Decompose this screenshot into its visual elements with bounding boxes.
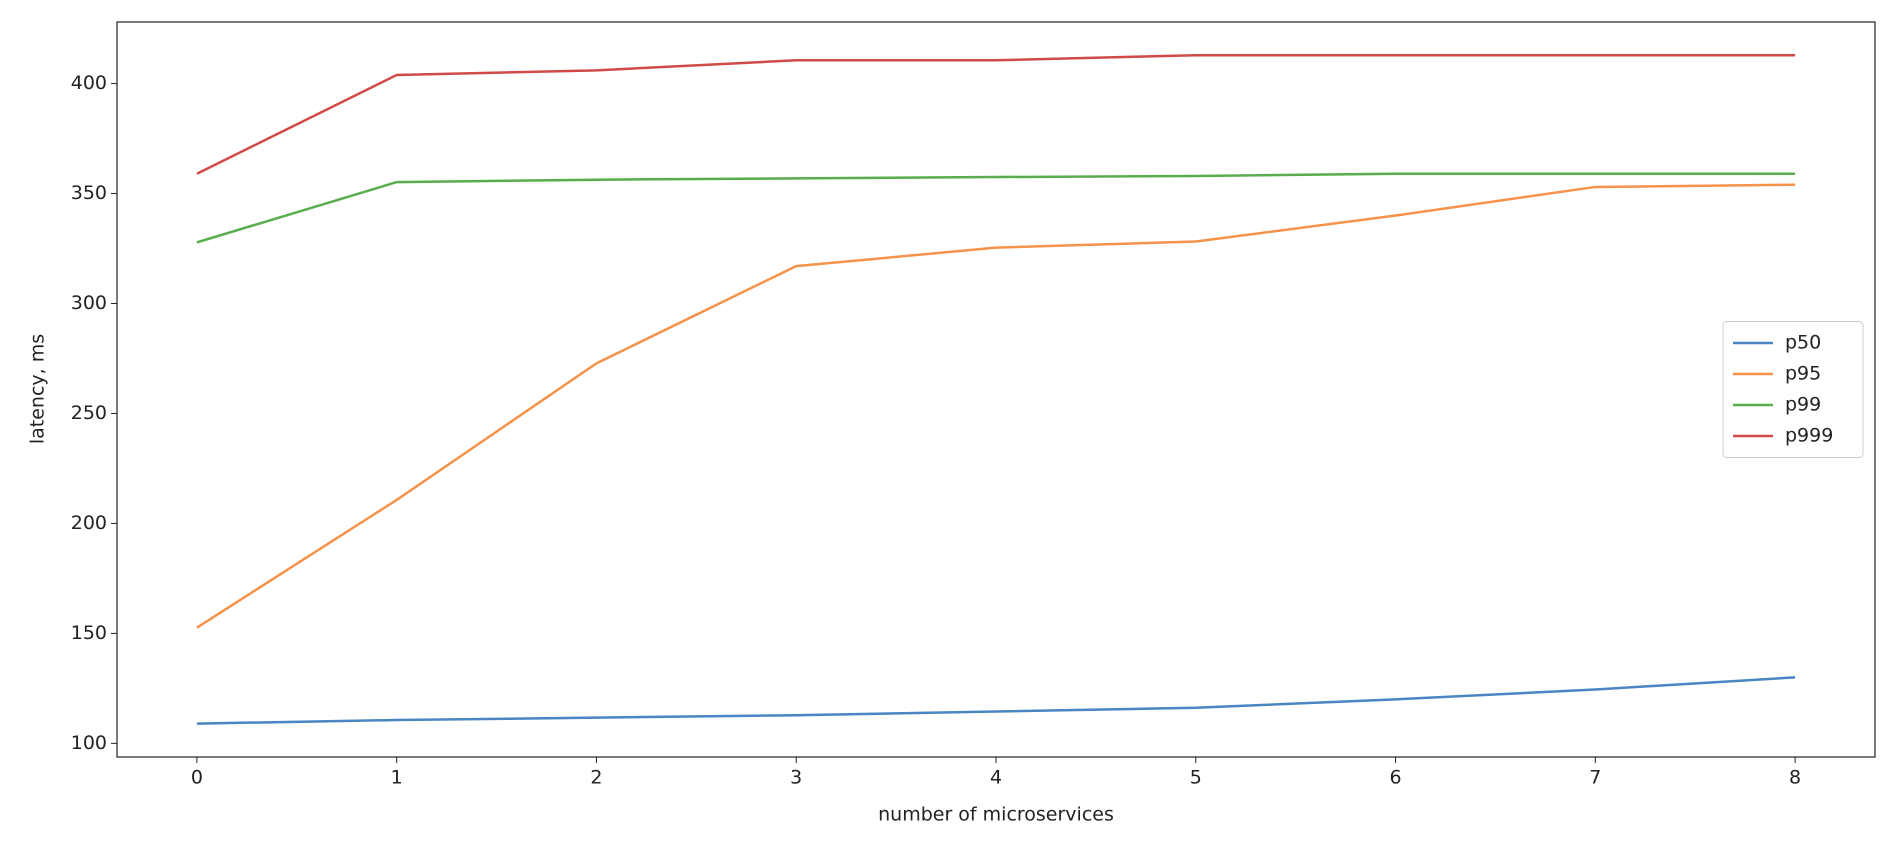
x-tick-label: 6	[1389, 767, 1401, 789]
x-tick-label: 3	[790, 767, 802, 789]
x-tick-label: 7	[1589, 767, 1601, 789]
x-tick-label: 4	[990, 767, 1002, 789]
plot-frame	[116, 21, 1876, 758]
x-tick-label: 5	[1190, 767, 1202, 789]
series-line	[196, 172, 1796, 244]
series-line	[196, 676, 1796, 725]
legend-label: p999	[1785, 425, 1833, 447]
x-tick-label: 2	[590, 767, 602, 789]
x-tick-label: 1	[391, 767, 403, 789]
y-tick-label: 150	[71, 622, 107, 644]
y-axis-label: latency, ms	[27, 334, 49, 444]
series-line	[196, 183, 1796, 629]
y-tick-label: 200	[71, 512, 107, 534]
legend-box	[1722, 321, 1864, 458]
x-tick-label: 0	[191, 767, 203, 789]
y-tick-label: 350	[71, 182, 107, 204]
legend-label: p95	[1785, 363, 1821, 385]
x-tick-label: 8	[1789, 767, 1801, 789]
legend: p50 p95 p99 p999	[1722, 321, 1864, 458]
legend-label: p99	[1785, 394, 1821, 416]
y-tick-label: 250	[71, 402, 107, 424]
legend-label: p50	[1785, 332, 1821, 354]
y-tick-label: 100	[71, 732, 107, 754]
y-tick-label: 400	[71, 72, 107, 94]
x-axis-label: number of microservices	[878, 804, 1114, 826]
series-line	[196, 53, 1796, 175]
y-tick-label: 300	[71, 292, 107, 314]
